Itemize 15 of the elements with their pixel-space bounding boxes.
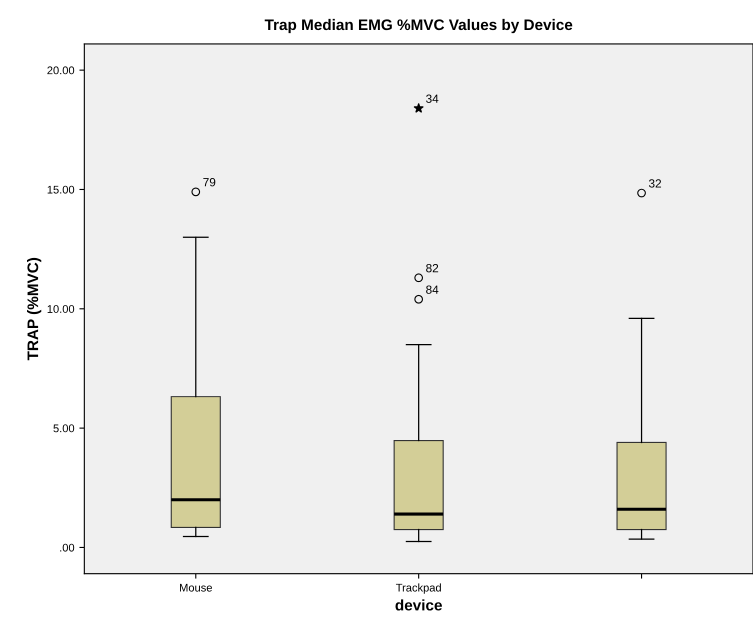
x-tick-label: Mouse xyxy=(180,584,212,592)
annotation: 34 xyxy=(426,94,438,103)
y-tick-label: 20.00 xyxy=(47,66,74,74)
y-tick-label: 10.00 xyxy=(48,305,74,313)
annotation: 84 xyxy=(426,285,438,294)
x-axis-title: device xyxy=(396,599,442,611)
y-axis-title: TRAP (%MVC) xyxy=(27,258,42,360)
chart-title: Trap Median EMG %MVC Values by Device xyxy=(264,18,572,34)
y-tick-label: .00 xyxy=(60,544,74,552)
y-tick-label: 15.00 xyxy=(48,186,74,194)
x-tick-label: Trackpad xyxy=(396,583,441,594)
annotation: 79 xyxy=(203,178,216,186)
annotation: 82 xyxy=(426,264,438,272)
y-tick-label: 5.00 xyxy=(53,424,74,432)
annotation: 32 xyxy=(648,179,662,188)
